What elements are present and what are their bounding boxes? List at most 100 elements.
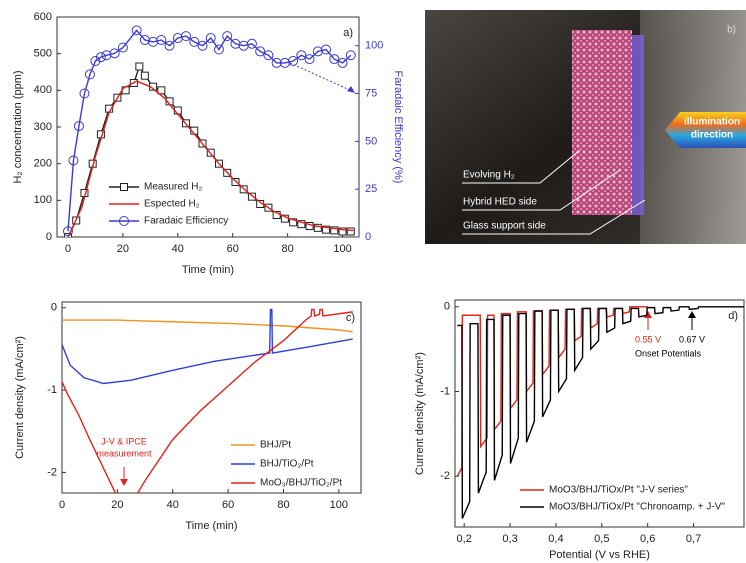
arrow-head [688,311,696,318]
marker [79,88,90,99]
legend-label: Espected H₂ [144,199,200,210]
y-tick-label: -2 [440,470,450,482]
x-tick-label: 20 [117,243,129,255]
series-line [457,306,744,519]
panel-label: b) [727,25,736,36]
marker [255,46,266,57]
x-tick-label: 100 [330,499,348,511]
y2-axis-label: Faradaic Efficiency (%) [392,71,404,184]
marker [205,33,216,44]
marker [62,226,73,237]
y2-tick-label: 50 [365,135,377,147]
marker [346,227,355,236]
marker [222,31,233,42]
marker [157,86,166,95]
annotation: measurement [96,448,152,458]
bubble-column [572,30,632,215]
y-axis-label: H₂ concentration (ppm) [12,70,24,183]
marker [131,25,142,36]
marker [197,40,208,51]
legend-label: MoO3/BHJ/TiOx/Pt "J-V series" [549,485,688,496]
arrow-head [644,311,652,318]
illumination-label: illumination [684,117,740,128]
marker [246,38,257,49]
marker [304,54,315,65]
panel-label: d) [728,310,738,322]
marker [156,34,167,45]
plot-frame [61,301,362,494]
series [457,306,744,519]
x-tick-label: 20 [111,499,123,511]
marker [181,31,192,42]
arrow-head [120,479,128,486]
x-tick-label: 100 [333,243,351,255]
arrow-head [347,86,355,93]
marker [68,155,79,166]
marker [313,223,322,232]
y-tick-label: 600 [34,11,52,23]
legend-label: BHJ/TiO₂/Pt [260,459,314,470]
y-tick-label: 0 [51,302,57,314]
panel-label: a) [343,27,353,39]
marker [322,225,331,234]
series [62,308,353,493]
x-axis-label: Time (min) [185,520,237,532]
photo-annotation: Hybrid HED side [463,197,537,208]
marker [338,227,347,236]
marker [296,50,307,61]
x-tick-label: 0,4 [548,533,563,545]
marker [95,52,106,63]
marker [63,233,72,237]
x-tick-label: 0,3 [502,533,517,545]
series [62,25,356,237]
marker [263,50,274,61]
marker [109,48,120,59]
x-axis-label: Time (min) [182,264,234,276]
marker [329,54,340,65]
series-line [62,308,353,493]
x-tick-label: 0,6 [640,533,655,545]
series-line [67,80,354,237]
marker [330,226,339,235]
marker [73,121,84,132]
legend-label: Faradaic Efficiency [144,216,228,227]
legend-label: Measured H₂ [144,182,202,193]
y2-tick-label: 100 [365,40,383,52]
marker [206,148,215,157]
x-tick-label: 80 [277,499,289,511]
y-tick-label: -1 [440,385,450,397]
legend-label: MoO3/BHJ/TiOx/Pt "Chronoamp. + J-V" [549,502,725,513]
marker [289,218,298,227]
marker [271,57,282,68]
y-tick-label: 100 [34,194,52,206]
y2-tick-label: 0 [365,231,371,243]
x-tick-label: 0 [65,243,71,255]
x-tick-label: 0,2 [457,533,472,545]
marker [231,178,240,186]
marker [297,220,306,229]
x-tick-label: 0,5 [594,533,609,545]
marker [120,183,128,191]
hed-edge [632,35,644,215]
panel-label: c) [346,312,355,324]
x-tick-label: 80 [281,243,293,255]
legend-label: BHJ/Pt [260,440,291,451]
marker [345,50,356,61]
annotation-arrow [289,62,353,92]
leader-line [462,169,621,211]
legend-label: MoO₃/BHJ/TiO₂/Pt [260,478,342,489]
y-tick-label: -2 [47,466,57,478]
marker [84,69,95,80]
series-line [62,308,353,385]
marker [140,71,149,80]
series [62,308,353,385]
x-tick-label: 40 [167,499,179,511]
marker [247,192,256,201]
x-tick-label: 40 [172,243,184,255]
annotation: J-V & IPCE [101,436,147,446]
annotation: 0.67 V [679,334,705,344]
illumination-arrow [665,112,746,148]
y-tick-label: 300 [34,121,52,133]
y-tick-label: 400 [34,84,52,96]
